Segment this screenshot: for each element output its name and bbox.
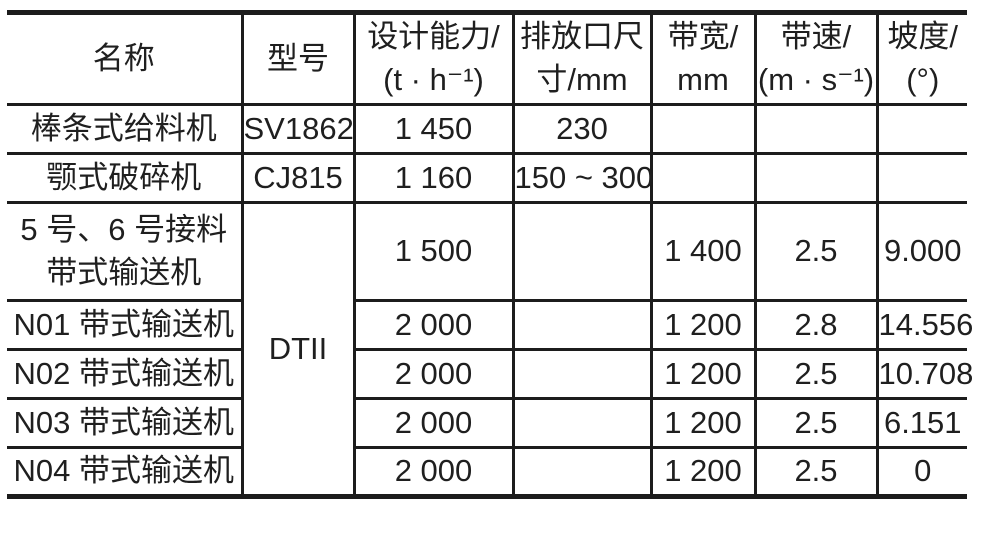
cell-slope: 14.556 xyxy=(875,299,973,351)
col-header-belt-width: 带宽/ mm xyxy=(649,11,757,106)
col-header-name: 名称 xyxy=(7,11,244,106)
table-row: 棒条式给料机 SV1862 1 450 230 xyxy=(7,103,967,155)
col-header-belt-speed: 带速/ (m · s⁻¹) xyxy=(753,11,879,106)
cell-name: 棒条式给料机 xyxy=(7,103,244,155)
table-row: N01 带式输送机 2 000 1 200 2.8 14.556 xyxy=(7,299,973,351)
table-row: 5 号、6 号接料 带式输送机 DTII 1 500 1 400 2.5 9.0… xyxy=(7,201,967,498)
cell-belt-width: 1 200 xyxy=(649,446,757,498)
cell-capacity: 1 450 xyxy=(352,103,515,155)
table-row: N02 带式输送机 2 000 1 200 2.5 10.708 xyxy=(7,348,973,400)
table-row: N03 带式输送机 2 000 1 200 2.5 6.151 xyxy=(7,397,967,449)
cell-slope xyxy=(875,103,967,155)
cell-slope: 6.151 xyxy=(875,397,967,449)
table-container: 名称 型号 设计能力/ (t · h⁻¹) 排放口尺 寸/mm 带宽/ mm 带… xyxy=(7,10,973,499)
cell-capacity: 2 000 xyxy=(352,348,515,400)
col-header-capacity: 设计能力/ (t · h⁻¹) xyxy=(352,11,515,106)
cell-model-merged: DTII xyxy=(240,201,356,498)
cell-outlet-size xyxy=(511,299,653,351)
cell-name: 颚式破碎机 xyxy=(7,152,244,204)
cell-model: CJ815 xyxy=(240,152,356,204)
cell-capacity: 1 160 xyxy=(352,152,515,204)
cell-capacity: 2 000 xyxy=(352,299,515,351)
table-row: N04 带式输送机 2 000 1 200 2.5 0 xyxy=(7,446,967,498)
cell-slope: 0 xyxy=(875,446,967,498)
cell-name: 5 号、6 号接料 带式输送机 xyxy=(7,201,244,302)
cell-belt-width: 1 400 xyxy=(649,201,757,302)
cell-capacity: 1 500 xyxy=(352,201,515,302)
cell-model: SV1862 xyxy=(240,103,356,155)
cell-name: N04 带式输送机 xyxy=(7,446,244,498)
cell-outlet-size xyxy=(511,348,653,400)
cell-outlet-size xyxy=(511,446,653,498)
cell-slope xyxy=(875,152,967,204)
cell-belt-speed: 2.5 xyxy=(753,397,879,449)
cell-belt-width: 1 200 xyxy=(649,397,757,449)
header-row: 名称 型号 设计能力/ (t · h⁻¹) 排放口尺 寸/mm 带宽/ mm 带… xyxy=(7,11,967,106)
cell-name: N03 带式输送机 xyxy=(7,397,244,449)
cell-name: N01 带式输送机 xyxy=(7,299,244,351)
table-row: 颚式破碎机 CJ815 1 160 150 ~ 300 xyxy=(7,152,967,204)
col-header-model: 型号 xyxy=(240,11,356,106)
equipment-spec-table: 名称 型号 设计能力/ (t · h⁻¹) 排放口尺 寸/mm 带宽/ mm 带… xyxy=(7,10,973,499)
cell-slope: 10.708 xyxy=(875,348,973,400)
cell-belt-speed xyxy=(753,103,879,155)
cell-capacity: 2 000 xyxy=(352,397,515,449)
cell-belt-speed: 2.8 xyxy=(753,299,879,351)
cell-outlet-size xyxy=(511,201,653,302)
cell-outlet-size: 150 ~ 300 xyxy=(511,152,653,204)
cell-belt-speed xyxy=(753,152,879,204)
cell-belt-width: 1 200 xyxy=(649,299,757,351)
col-header-slope: 坡度/ (°) xyxy=(875,11,967,106)
cell-outlet-size: 230 xyxy=(511,103,653,155)
cell-slope: 9.000 xyxy=(875,201,967,302)
cell-name: N02 带式输送机 xyxy=(7,348,244,400)
cell-capacity: 2 000 xyxy=(352,446,515,498)
cell-belt-width xyxy=(649,103,757,155)
cell-outlet-size xyxy=(511,397,653,449)
cell-belt-speed: 2.5 xyxy=(753,201,879,302)
cell-belt-speed: 2.5 xyxy=(753,348,879,400)
cell-belt-width xyxy=(649,152,757,204)
col-header-outlet-size: 排放口尺 寸/mm xyxy=(511,11,653,106)
cell-belt-width: 1 200 xyxy=(649,348,757,400)
cell-belt-speed: 2.5 xyxy=(753,446,879,498)
